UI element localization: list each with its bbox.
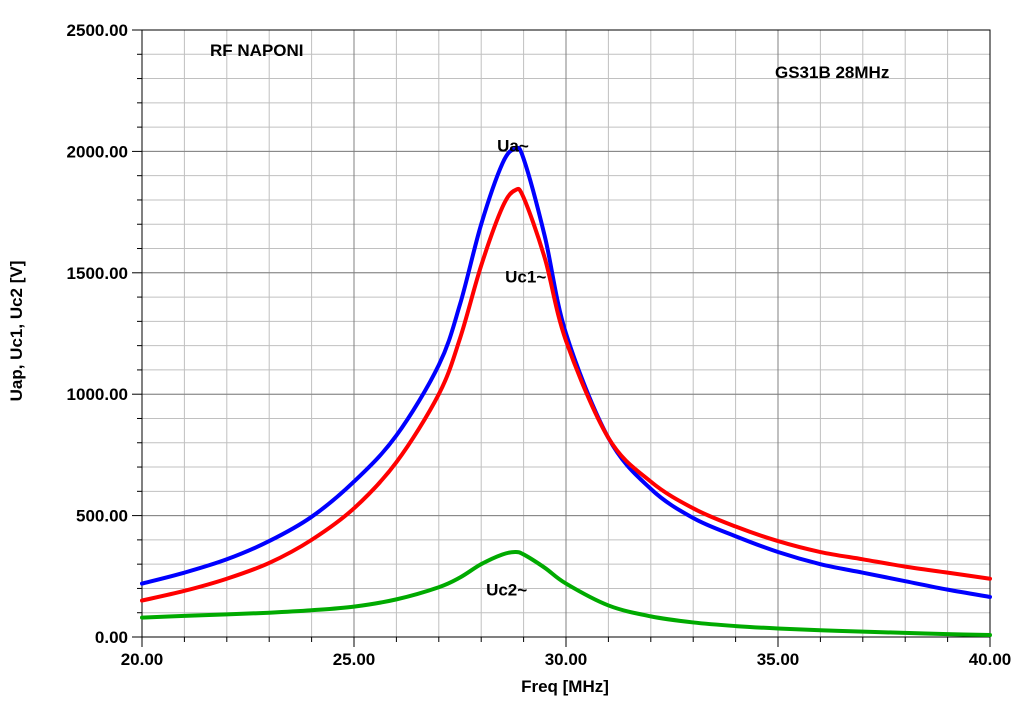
series-line-uc2 — [140, 550, 992, 638]
y-tick-label: 1500.00 — [67, 264, 128, 283]
y-axis-title: Uap, Uc1, Uc2 [V] — [7, 261, 26, 402]
annotation-layer: Ua~ Uc1~ Uc2~ — [486, 136, 546, 599]
y-tick-label: 500.00 — [76, 507, 128, 526]
chart-title: RF NAPONI — [210, 41, 304, 60]
chart-subtitle: GS31B 28MHz — [775, 63, 889, 82]
series-label-ua: Ua~ — [497, 136, 529, 155]
y-tick-label: 0.00 — [95, 628, 128, 647]
y-tick-label: 1000.00 — [67, 385, 128, 404]
x-axis-title: Freq [MHz] — [521, 677, 609, 696]
series-layer — [140, 145, 992, 638]
series-label-uc1: Uc1~ — [505, 268, 546, 287]
x-tick-label: 40.00 — [969, 650, 1012, 669]
series-line-uc1 — [140, 186, 992, 603]
x-tick-label: 30.00 — [545, 650, 588, 669]
series-label-uc2: Uc2~ — [486, 581, 527, 600]
x-tick-label: 35.00 — [757, 650, 800, 669]
y-tick-label: 2500.00 — [67, 21, 128, 40]
ticks-layer: 0.00 500.00 1000.00 1500.00 2000.00 2500.00 20… — [67, 21, 1012, 669]
series-line-ua — [140, 145, 992, 599]
x-tick-label: 20.00 — [121, 650, 164, 669]
x-tick-label: 25.00 — [333, 650, 376, 669]
y-tick-label: 2000.00 — [67, 142, 128, 161]
